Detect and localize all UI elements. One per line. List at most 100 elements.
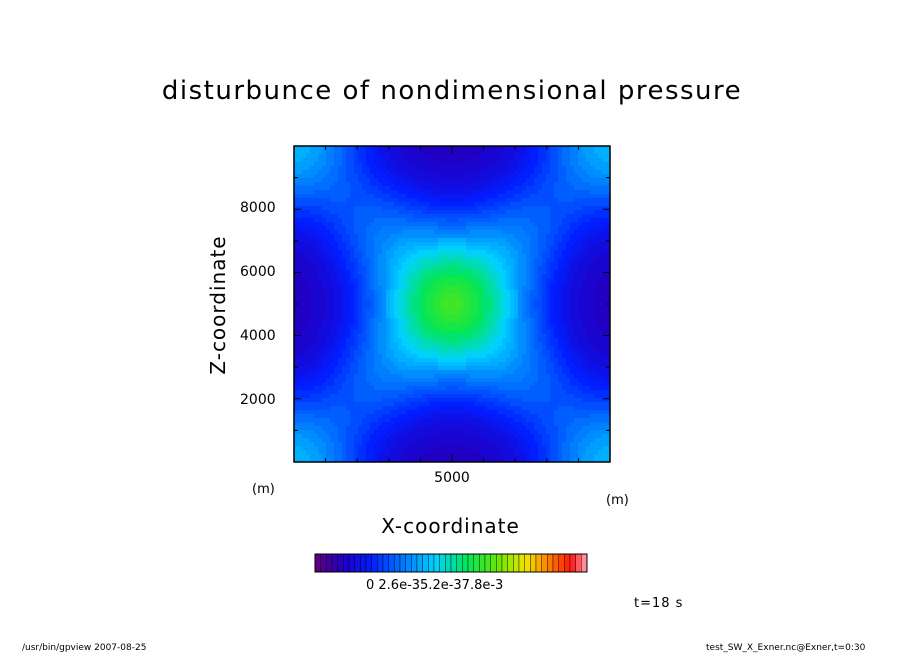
heatmap-cell — [390, 270, 395, 275]
heatmap-cell — [362, 158, 367, 163]
heatmap-cell — [426, 194, 431, 199]
heatmap-cell — [306, 350, 311, 355]
heatmap-cell — [446, 262, 451, 267]
heatmap-cell — [514, 146, 519, 151]
heatmap-cell — [366, 222, 371, 227]
heatmap-cell — [450, 362, 455, 367]
heatmap-cell — [450, 374, 455, 379]
heatmap-cell — [530, 358, 535, 363]
heatmap-cell — [306, 454, 311, 459]
heatmap-cell — [470, 194, 475, 199]
heatmap-cell — [358, 454, 363, 459]
heatmap-cell — [366, 286, 371, 291]
heatmap-cell — [518, 270, 523, 275]
heatmap-cell — [534, 346, 539, 351]
heatmap-cell — [526, 190, 531, 195]
heatmap-cell — [370, 438, 375, 443]
heatmap-cell — [498, 270, 503, 275]
heatmap-cell — [474, 322, 479, 327]
heatmap-cell — [366, 282, 371, 287]
heatmap-cell — [350, 406, 355, 411]
heatmap-cell — [354, 162, 359, 167]
heatmap-cell — [378, 278, 383, 283]
heatmap-cell — [350, 198, 355, 203]
heatmap-cell — [470, 170, 475, 175]
heatmap-cell — [294, 458, 299, 462]
heatmap-cell — [418, 454, 423, 459]
heatmap-cell — [314, 358, 319, 363]
heatmap-cell — [294, 322, 299, 327]
heatmap-cell — [458, 246, 463, 251]
heatmap-cell — [402, 410, 407, 415]
heatmap-cell — [298, 362, 303, 367]
heatmap-cell — [422, 382, 427, 387]
heatmap-cell — [358, 254, 363, 259]
heatmap-cell — [450, 290, 455, 295]
heatmap-cell — [330, 146, 335, 151]
heatmap-cell — [414, 210, 419, 215]
heatmap-cell — [446, 394, 451, 399]
heatmap-cell — [502, 154, 507, 159]
heatmap-cell — [534, 174, 539, 179]
heatmap-cell — [302, 422, 307, 427]
heatmap-cell — [354, 390, 359, 395]
heatmap-cell — [302, 190, 307, 195]
heatmap-cell — [330, 334, 335, 339]
heatmap-cell — [482, 158, 487, 163]
heatmap-cell — [418, 434, 423, 439]
heatmap-cell — [446, 198, 451, 203]
heatmap-cell — [402, 290, 407, 295]
heatmap-cell — [510, 450, 515, 455]
heatmap-cell — [442, 162, 447, 167]
heatmap-cell — [438, 186, 443, 191]
heatmap-cell — [438, 402, 443, 407]
heatmap-cell — [402, 150, 407, 155]
heatmap-cell — [526, 170, 531, 175]
heatmap-cell — [406, 298, 411, 303]
heatmap-cell — [370, 430, 375, 435]
heatmap-cell — [342, 322, 347, 327]
heatmap-cell — [538, 294, 543, 299]
heatmap-cell — [438, 454, 443, 459]
heatmap-cell — [522, 418, 527, 423]
heatmap-cell — [314, 182, 319, 187]
heatmap-cell — [382, 170, 387, 175]
heatmap-cell — [530, 266, 535, 271]
heatmap-cell — [354, 338, 359, 343]
heatmap-cell — [486, 254, 491, 259]
heatmap-cell — [326, 314, 331, 319]
heatmap-cell — [442, 282, 447, 287]
heatmap-cell — [446, 150, 451, 155]
heatmap-cell — [318, 426, 323, 431]
heatmap-cell — [322, 250, 327, 255]
heatmap-cell — [426, 298, 431, 303]
heatmap-cell — [366, 330, 371, 335]
heatmap-cell — [294, 406, 299, 411]
heatmap-cell — [302, 418, 307, 423]
heatmap-cell — [518, 362, 523, 367]
heatmap-cell — [426, 358, 431, 363]
heatmap-cell — [422, 322, 427, 327]
heatmap-cell — [534, 310, 539, 315]
heatmap-cell — [514, 362, 519, 367]
heatmap-cell — [350, 266, 355, 271]
heatmap-cell — [434, 418, 439, 423]
heatmap-cell — [442, 378, 447, 383]
heatmap-cell — [486, 362, 491, 367]
heatmap-cell — [522, 378, 527, 383]
heatmap-cell — [490, 162, 495, 167]
heatmap-cell — [546, 170, 551, 175]
heatmap-cell — [326, 398, 331, 403]
heatmap-cell — [422, 342, 427, 347]
heatmap-cell — [414, 438, 419, 443]
heatmap-cell — [294, 342, 299, 347]
heatmap-cell — [334, 282, 339, 287]
heatmap-cell — [342, 150, 347, 155]
heatmap-cell — [310, 182, 315, 187]
heatmap-cell — [394, 318, 399, 323]
heatmap-cell — [478, 166, 483, 171]
heatmap-cell — [386, 186, 391, 191]
heatmap-cell — [442, 382, 447, 387]
heatmap-cell — [418, 190, 423, 195]
heatmap-cell — [494, 338, 499, 343]
